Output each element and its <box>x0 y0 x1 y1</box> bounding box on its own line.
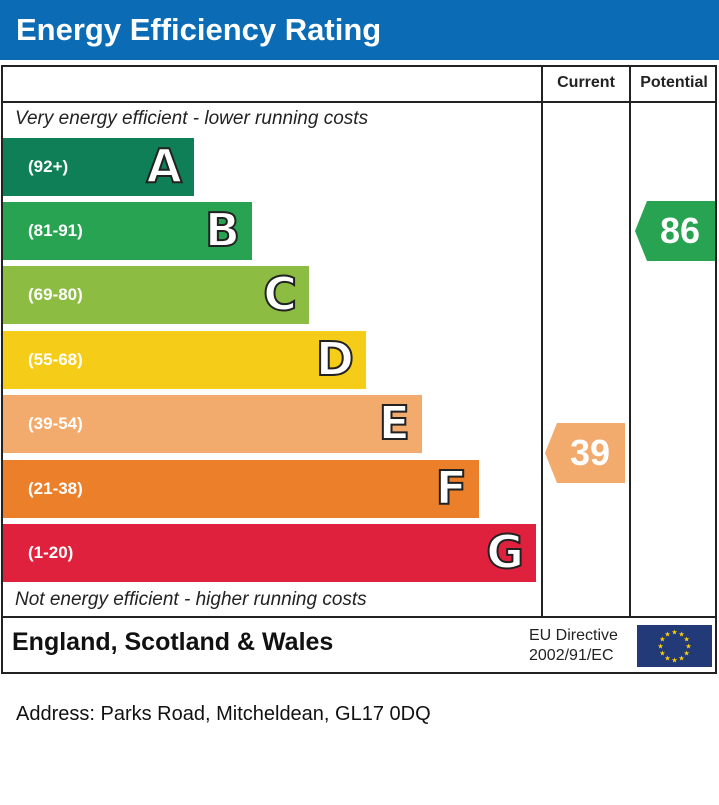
band-range: (21-38) <box>28 479 83 498</box>
divider <box>1 101 717 103</box>
eu-flag-icon: ★★★★★★★★★ ★ ★★ <box>637 625 712 667</box>
band-letter: C <box>262 266 298 322</box>
current-column-header: Current <box>557 74 615 91</box>
divider <box>1 616 717 618</box>
band-range: (39-54) <box>28 414 83 433</box>
bottom-note: Not energy efficient - higher running co… <box>15 589 367 610</box>
band-letter: D <box>315 331 355 387</box>
eu-directive: EU Directive 2002/91/EC <box>529 626 618 666</box>
divider <box>629 65 631 618</box>
star-icon: ★ <box>671 629 677 637</box>
top-note: Very energy efficient - lower running co… <box>15 108 369 129</box>
band-range: (69-80) <box>28 285 83 304</box>
directive-line2: 2002/91/EC <box>529 647 614 664</box>
star-icon: ★ <box>664 630 670 638</box>
band-range: (1-20) <box>28 543 74 562</box>
band-range: (55-68) <box>28 350 83 369</box>
rating-table <box>1 65 717 674</box>
star-icon: ★ <box>659 650 665 658</box>
band-bar-d: (55-68) D <box>3 331 366 389</box>
band-bar-f: (21-38) F <box>3 460 479 518</box>
star-icon: ★ <box>671 657 677 665</box>
address: Address: Parks Road, Mitcheldean, GL17 0… <box>16 703 431 725</box>
star-icon: ★ <box>683 650 689 658</box>
band-bar-e: (39-54) E <box>3 395 422 453</box>
page-title: Energy Efficiency Rating <box>0 0 719 60</box>
band-bar-g: (1-20) G <box>3 524 536 582</box>
country-label: England, Scotland & Wales <box>12 628 334 656</box>
band-letter: E <box>378 395 411 451</box>
star-icon: ★ <box>685 643 691 651</box>
band-range: (81-91) <box>28 221 83 240</box>
star-icon: ★ <box>683 636 689 644</box>
current-rating-arrow: 39 <box>545 423 625 483</box>
star-icon: ★ <box>664 655 670 663</box>
star-icon: ★ <box>678 655 684 663</box>
band-bar-b: (81-91) B <box>3 202 252 260</box>
band-letter: F <box>435 460 468 516</box>
band-letter: A <box>145 138 183 194</box>
band-bar-a: (92+) A <box>3 138 194 196</box>
star-icon: ★ <box>659 636 665 644</box>
potential-column-header: Potential <box>640 74 708 91</box>
band-letter: G <box>485 524 525 580</box>
star-icon: ★ <box>657 643 663 651</box>
band-letter: B <box>204 202 241 258</box>
band-bar-c: (69-80) C <box>3 266 309 324</box>
potential-rating-arrow: 86 <box>635 201 715 261</box>
band-range: (92+) <box>28 157 69 176</box>
divider <box>541 65 543 618</box>
star-icon: ★ <box>678 630 684 638</box>
directive-line1: EU Directive <box>529 627 618 644</box>
